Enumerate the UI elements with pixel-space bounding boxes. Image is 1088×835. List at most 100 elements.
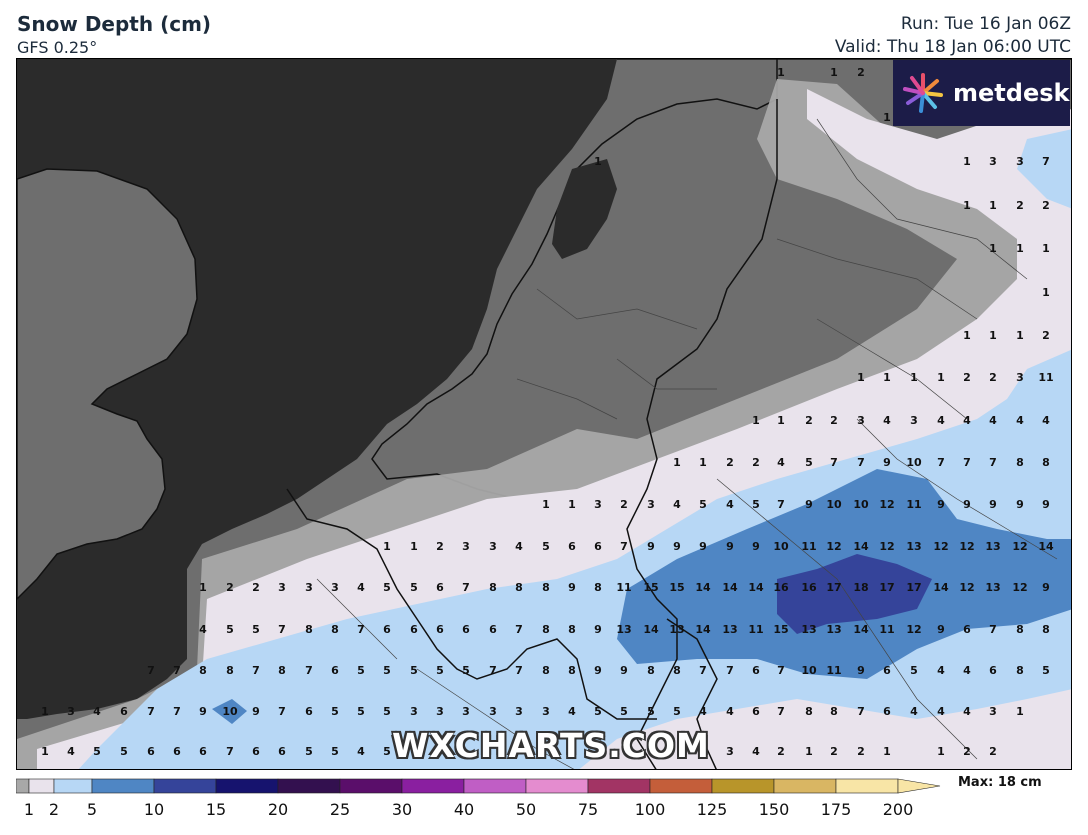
grid-value: 5 <box>673 705 681 718</box>
grid-value: 4 <box>883 414 891 427</box>
grid-value: 16 <box>801 581 817 594</box>
grid-value: 5 <box>331 745 339 758</box>
grid-value: 18 <box>853 581 868 594</box>
grid-value: 8 <box>199 664 207 677</box>
grid-value: 7 <box>305 664 313 677</box>
grid-value: 17 <box>826 581 841 594</box>
grid-value: 4 <box>963 705 971 718</box>
grid-value: 5 <box>383 664 391 677</box>
grid-value: 7 <box>989 456 997 469</box>
grid-value: 7 <box>830 456 838 469</box>
grid-value: 9 <box>647 540 655 553</box>
grid-value: 7 <box>515 623 523 636</box>
grid-value: 9 <box>752 540 760 553</box>
grid-value: 9 <box>568 581 576 594</box>
grid-value: 14 <box>748 581 764 594</box>
grid-value: 6 <box>963 623 971 636</box>
grid-value: 1 <box>777 66 785 79</box>
grid-value: 13 <box>616 623 631 636</box>
grid-value: 13 <box>669 623 684 636</box>
grid-value: 3 <box>489 705 497 718</box>
grid-value: 1 <box>410 540 418 553</box>
grid-value: 8 <box>542 664 550 677</box>
grid-value: 2 <box>989 371 997 384</box>
grid-value: 1 <box>910 371 918 384</box>
grid-value: 1 <box>805 745 813 758</box>
grid-value: 8 <box>542 623 550 636</box>
grid-value: 10 <box>853 498 869 511</box>
grid-value: 5 <box>383 581 391 594</box>
color-legend-bar <box>16 778 941 794</box>
legend-swatch <box>835 778 899 794</box>
grid-value: 4 <box>937 705 945 718</box>
grid-value: 2 <box>1042 329 1050 342</box>
grid-value: 2 <box>252 581 260 594</box>
grid-value: 3 <box>989 705 997 718</box>
grid-value: 5 <box>1042 664 1050 677</box>
run-label: Run: Tue 16 Jan 06Z <box>900 14 1071 34</box>
grid-value: 6 <box>305 705 313 718</box>
grid-value: 3 <box>436 705 444 718</box>
grid-value: 6 <box>436 581 444 594</box>
grid-value: 7 <box>489 664 497 677</box>
legend-swatch <box>277 778 341 794</box>
grid-value: 1 <box>937 371 945 384</box>
grid-value: 5 <box>542 540 550 553</box>
grid-value: 7 <box>278 705 286 718</box>
grid-value: 7 <box>777 705 785 718</box>
grid-value: 3 <box>462 705 470 718</box>
grid-value: 9 <box>199 705 207 718</box>
grid-value: 8 <box>805 705 813 718</box>
grid-value: 2 <box>830 745 838 758</box>
grid-value: 8 <box>673 664 681 677</box>
grid-value: 1 <box>594 155 602 168</box>
grid-value: 6 <box>989 664 997 677</box>
grid-value: 8 <box>1016 623 1024 636</box>
legend-tick: 50 <box>515 800 537 819</box>
grid-value: 8 <box>1016 664 1024 677</box>
grid-value: 5 <box>620 705 628 718</box>
grid-value: 7 <box>357 623 365 636</box>
legend-swatch <box>153 778 217 794</box>
grid-value: 8 <box>647 664 655 677</box>
grid-value: 7 <box>147 705 155 718</box>
grid-value: 3 <box>647 498 655 511</box>
metdesk-logo-text: metdesk <box>953 79 1070 107</box>
grid-value: 8 <box>278 664 286 677</box>
grid-value: 8 <box>1042 623 1050 636</box>
grid-value: 8 <box>568 623 576 636</box>
valid-time-label: Valid: Thu 18 Jan 06:00 UTC <box>834 37 1071 57</box>
grid-value: 2 <box>226 581 234 594</box>
grid-value: 6 <box>883 664 891 677</box>
grid-value: 4 <box>1042 414 1050 427</box>
grid-value: 1 <box>1016 242 1024 255</box>
grid-value: 14 <box>853 623 869 636</box>
grid-value: 7 <box>173 705 181 718</box>
legend-swatch <box>525 778 589 794</box>
grid-value: 2 <box>963 745 971 758</box>
grid-value: 9 <box>594 623 602 636</box>
grid-value: 1 <box>989 329 997 342</box>
grid-value: 6 <box>278 745 286 758</box>
grid-value: 12 <box>1012 540 1027 553</box>
grid-value: 5 <box>699 498 707 511</box>
grid-value: 15 <box>643 581 658 594</box>
grid-value: 5 <box>410 581 418 594</box>
grid-value: 6 <box>752 705 760 718</box>
grid-value: 7 <box>963 456 971 469</box>
grid-value: 12 <box>959 540 974 553</box>
grid-value: 11 <box>748 623 763 636</box>
grid-value: 4 <box>357 745 365 758</box>
grid-value-labels: 1 1 211 1 3 3 71 1 2 21 1 111 1 1 21 1 1 1 2 2 3 111 1 2 2 3 4 3 4 4 4… <box>41 66 1054 758</box>
grid-value: 5 <box>647 705 655 718</box>
legend-tick: 2 <box>48 800 60 819</box>
grid-value: 10 <box>222 705 238 718</box>
grid-value: 7 <box>777 664 785 677</box>
grid-value: 5 <box>357 664 365 677</box>
grid-value: 7 <box>1042 155 1050 168</box>
grid-value: 3 <box>462 540 470 553</box>
grid-value: 6 <box>489 623 497 636</box>
grid-value: 4 <box>699 745 707 758</box>
grid-value: 10 <box>801 664 817 677</box>
grid-value: 9 <box>937 623 945 636</box>
